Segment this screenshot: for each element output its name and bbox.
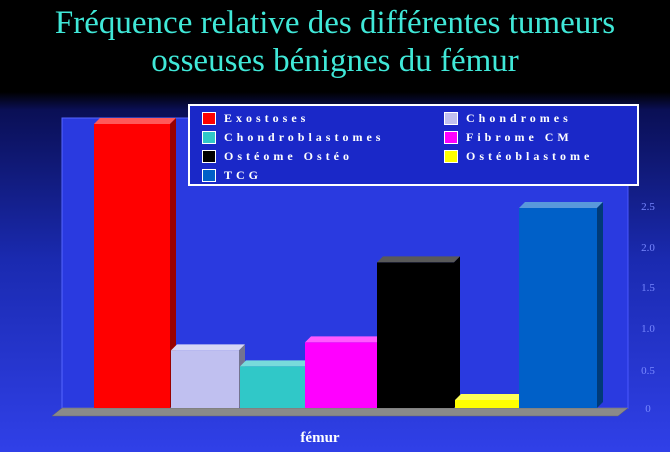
legend-swatch bbox=[444, 149, 458, 163]
legend-item: Ostéoblastome bbox=[444, 148, 593, 164]
legend-swatch bbox=[202, 111, 216, 125]
legend-label: Fibrome CM bbox=[466, 129, 573, 144]
bar-top bbox=[519, 202, 603, 208]
chart-title: Fréquence relative des différentes tumeu… bbox=[0, 4, 670, 80]
bar-face bbox=[171, 350, 239, 408]
x-category-label: fémur bbox=[300, 430, 339, 446]
legend-swatch bbox=[202, 149, 216, 163]
legend-swatch bbox=[444, 111, 458, 125]
bar-chondroblastomes bbox=[240, 360, 315, 408]
y-tick-label: 1.0 bbox=[641, 323, 655, 335]
legend-item: TCG bbox=[202, 167, 262, 183]
legend-item: Chondromes bbox=[444, 110, 572, 126]
bar-top bbox=[455, 394, 533, 400]
legend-swatch bbox=[202, 130, 216, 144]
bars bbox=[94, 118, 603, 408]
y-tick-label: 2.0 bbox=[641, 242, 655, 254]
bar-top bbox=[94, 118, 176, 124]
bar-tcg bbox=[519, 202, 603, 408]
legend-swatch bbox=[202, 168, 216, 182]
title-line-1: Fréquence relative des différentes tumeu… bbox=[54, 5, 616, 41]
bar-side bbox=[454, 256, 460, 408]
legend-label: Exostoses bbox=[224, 110, 310, 125]
bar-face bbox=[94, 124, 170, 408]
bar-top bbox=[240, 360, 315, 367]
bar-top bbox=[305, 336, 391, 343]
bar-face bbox=[377, 262, 454, 408]
legend-item: Ostéome Ostéo bbox=[202, 148, 353, 164]
legend-item: Chondroblastomes bbox=[202, 129, 384, 145]
bar-fibrome-cm bbox=[305, 336, 391, 408]
bar-chondromes bbox=[171, 344, 245, 408]
bar-top bbox=[171, 344, 245, 351]
bar-face bbox=[240, 366, 309, 408]
bar-ostéome-ostéo bbox=[377, 256, 460, 408]
y-axis: 0 0.5 1.0 1.5 2.0 2.5 bbox=[641, 201, 655, 415]
bar-face bbox=[519, 208, 597, 408]
y-tick-label: 2.5 bbox=[641, 201, 655, 213]
legend-label: Chondroblastomes bbox=[224, 129, 385, 144]
legend-label: Ostéoblastome bbox=[466, 148, 594, 163]
legend-swatch bbox=[444, 130, 458, 144]
y-tick-label: 0 bbox=[645, 403, 651, 415]
bar-face bbox=[305, 342, 385, 408]
legend: Exostoses Chondromes Chondroblastomes Fibro… bbox=[188, 104, 639, 186]
legend-label: TCG bbox=[224, 167, 263, 182]
legend-label: Ostéome Ostéo bbox=[224, 148, 353, 163]
legend-item: Fibrome CM bbox=[444, 129, 573, 145]
title-line-2: osseuses bénignes du fémur bbox=[151, 43, 519, 79]
legend-label: Chondromes bbox=[466, 110, 572, 125]
bar-exostoses bbox=[94, 118, 176, 408]
bar-side bbox=[170, 118, 176, 408]
y-tick-label: 0.5 bbox=[641, 365, 655, 377]
bar-side bbox=[597, 202, 603, 408]
floor bbox=[51, 407, 629, 417]
bar-top bbox=[377, 256, 460, 263]
bar-face bbox=[455, 400, 527, 408]
y-tick-label: 1.5 bbox=[641, 282, 655, 294]
legend-item: Exostoses bbox=[202, 110, 309, 126]
